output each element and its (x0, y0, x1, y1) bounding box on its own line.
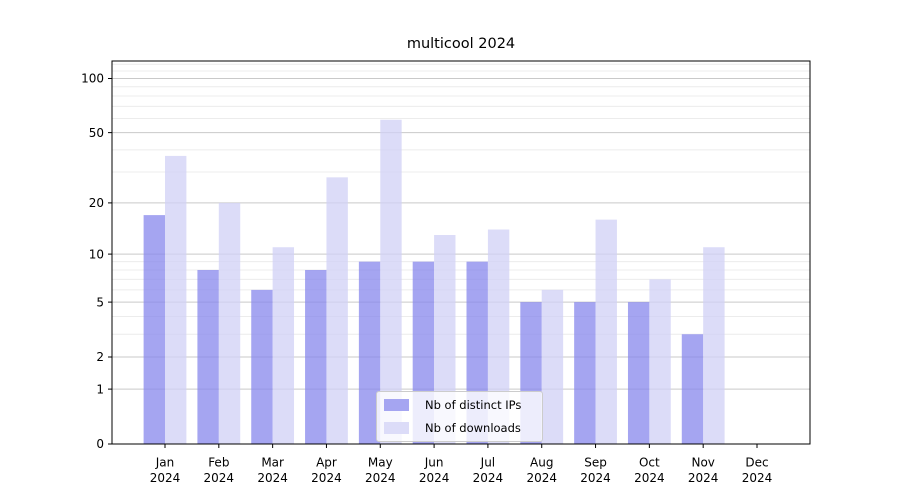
bar-downloads (272, 247, 295, 444)
x-tick-label-month: Nov (691, 456, 714, 470)
x-tick-label-month: Jul (480, 456, 495, 470)
x-tick-label-month: Sep (584, 456, 607, 470)
legend-item-distinct-ips: Nb of distinct IPs (384, 396, 542, 415)
x-tick-label-month: Mar (261, 456, 284, 470)
bar-distinct-ips (627, 302, 650, 444)
y-tick-label: 10 (89, 247, 104, 261)
x-tick-label-month: Feb (208, 456, 229, 470)
bar-downloads (165, 155, 187, 444)
bar-downloads (218, 202, 241, 444)
legend: Nb of distinct IPs Nb of downloads (376, 391, 543, 442)
y-tick-label: 2 (96, 350, 104, 364)
bar-downloads (326, 177, 348, 445)
x-tick-label-year: 2024 (311, 471, 342, 485)
x-tick-label-year: 2024 (257, 471, 288, 485)
x-tick-label-year: 2024 (688, 471, 719, 485)
y-tick-label: 20 (89, 196, 104, 210)
bar-downloads (649, 279, 671, 444)
legend-swatch-downloads-icon (384, 422, 409, 434)
x-tick-label-month: Dec (745, 456, 768, 470)
x-tick-label-year: 2024 (634, 471, 665, 485)
x-tick-label-month: Jun (424, 456, 444, 470)
axis-frame (111, 60, 811, 445)
bar-downloads (380, 119, 402, 445)
x-tick-label-month: Aug (530, 456, 553, 470)
x-tick-label-month: Jan (155, 456, 175, 470)
x-tick-label-year: 2024 (365, 471, 396, 485)
legend-item-downloads: Nb of downloads (384, 419, 542, 438)
x-tick-label-year: 2024 (150, 471, 181, 485)
bar-downloads (595, 219, 617, 444)
x-tick-label-month: Apr (316, 456, 337, 470)
legend-label-distinct-ips: Nb of distinct IPs (425, 398, 522, 412)
x-tick-label-year: 2024 (580, 471, 611, 485)
bar-downloads (541, 289, 564, 444)
legend-label-downloads: Nb of downloads (425, 421, 521, 435)
chart-title: multicool 2024 (406, 36, 516, 52)
bar-downloads (703, 247, 725, 444)
x-tick-label-year: 2024 (526, 471, 557, 485)
bar-downloads (487, 229, 510, 444)
y-tick-label: 5 (96, 295, 104, 309)
legend-swatch-ips-icon (384, 399, 409, 411)
bar-distinct-ips (251, 289, 273, 444)
x-tick-label-year: 2024 (204, 471, 235, 485)
y-tick-label: 0 (96, 437, 104, 451)
bar-distinct-ips (681, 334, 704, 444)
x-tick-label-month: May (368, 456, 393, 470)
bar-distinct-ips (574, 302, 596, 444)
bar-distinct-ips (197, 269, 219, 444)
bar-distinct-ips (358, 261, 381, 444)
x-tick-label-year: 2024 (473, 471, 504, 485)
y-tick-label: 50 (89, 126, 104, 140)
bar-distinct-ips (305, 269, 327, 444)
x-tick-label-year: 2024 (742, 471, 773, 485)
bar-distinct-ips (143, 215, 165, 444)
y-tick-label: 100 (81, 72, 104, 86)
x-tick-label-year: 2024 (419, 471, 450, 485)
x-tick-label-month: Oct (639, 456, 660, 470)
y-tick-label: 1 (96, 382, 104, 396)
